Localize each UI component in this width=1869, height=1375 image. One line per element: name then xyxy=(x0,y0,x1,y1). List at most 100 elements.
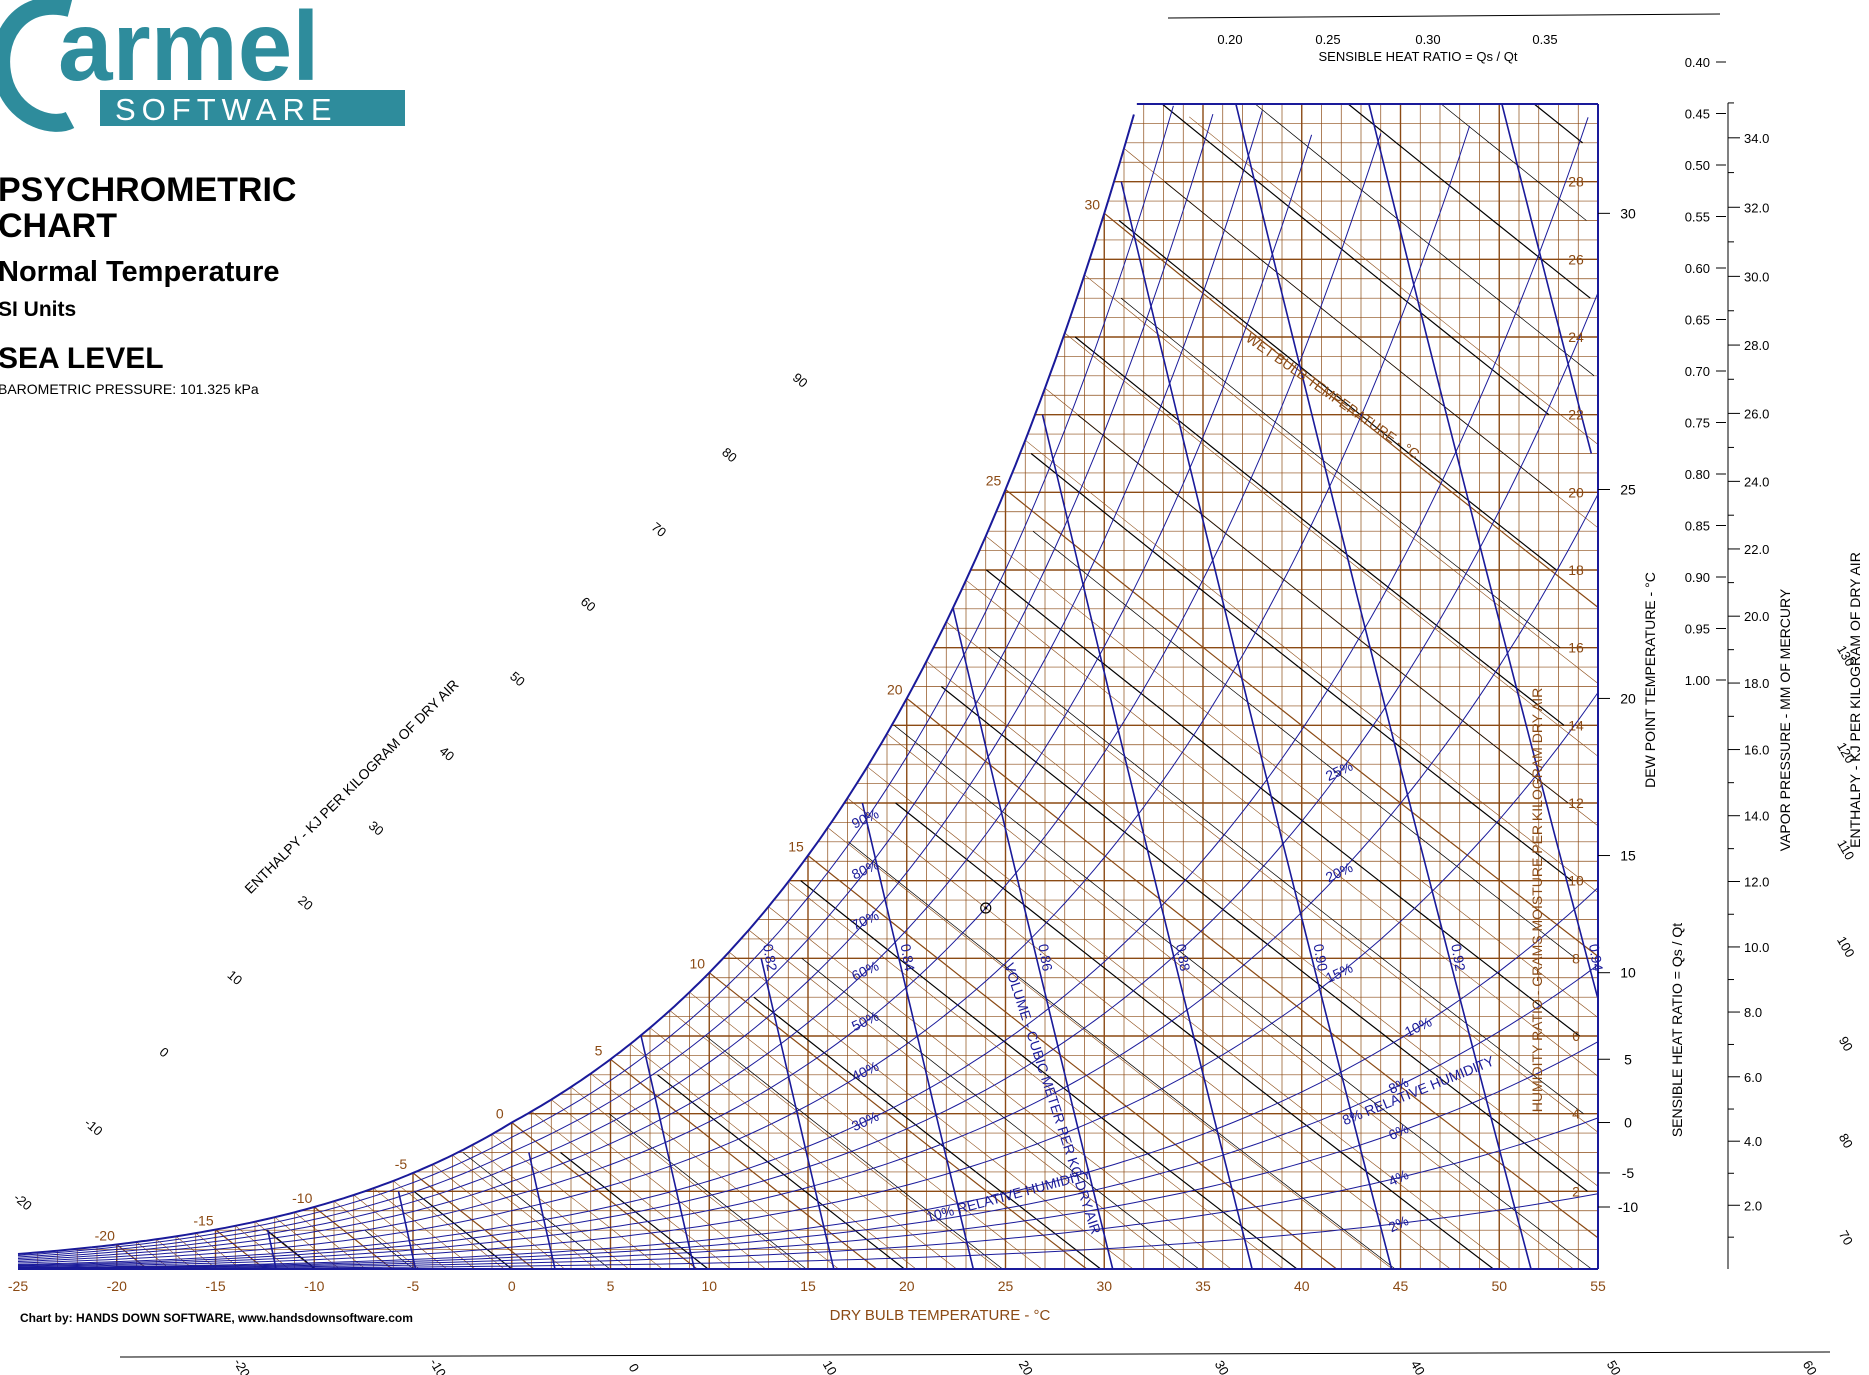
humidity-ratio-tick-label: 6 xyxy=(1572,1028,1580,1044)
wet-bulb-line xyxy=(985,535,1599,1018)
shr-tick-label: 0.50 xyxy=(1685,158,1710,173)
enthalpy-left-tick-label: 30 xyxy=(366,818,387,839)
enthalpy-left-tick-label: -20 xyxy=(11,1190,35,1214)
wet-bulb-label: -5 xyxy=(395,1156,408,1172)
chart-subtitle: Normal Temperature xyxy=(0,256,280,288)
relative-humidity-curve xyxy=(17,113,1214,1258)
enthalpy-line xyxy=(657,1074,905,1270)
enthalpy-line xyxy=(413,1190,513,1270)
reference-point-center xyxy=(984,906,988,910)
relative-humidity-label: 8% xyxy=(1386,1074,1411,1097)
wet-bulb-line xyxy=(768,906,1232,1270)
relative-humidity-label: 40% xyxy=(849,1058,881,1084)
enthalpy-right-tick-label: 70 xyxy=(1836,1228,1856,1248)
wet-bulb-line xyxy=(965,579,1599,1077)
chart-axes xyxy=(18,13,1831,1358)
humidity-ratio-tick-label: 24 xyxy=(1568,329,1584,345)
x-tick-label: 45 xyxy=(1393,1278,1409,1294)
dew-point-tick-label: -10 xyxy=(1618,1199,1638,1215)
relative-humidity-curve xyxy=(18,1117,1599,1269)
wet-bulb-line xyxy=(847,797,1451,1270)
wet-bulb-line xyxy=(1005,489,1599,957)
x-tick-label: 15 xyxy=(800,1278,816,1294)
wet-bulb-line xyxy=(1025,439,1599,893)
enthalpy-left-tick-label: 50 xyxy=(507,668,528,689)
vapor-pressure-tick-label: 18.0 xyxy=(1744,676,1769,691)
x-tick-label: 55 xyxy=(1590,1278,1606,1294)
specific-volume-line xyxy=(760,958,835,1270)
enthalpy-line xyxy=(800,880,1298,1270)
dew-point-tick-label: -5 xyxy=(1622,1165,1635,1181)
wet-bulb-line xyxy=(551,1099,766,1270)
shr-top-axis-label: SENSIBLE HEAT RATIO = Qs / Qt xyxy=(1318,49,1517,64)
wet-bulb-label: -15 xyxy=(193,1213,213,1229)
enthalpy-bottom-tick-label: 10 xyxy=(820,1358,840,1375)
wet-bulb-label: -10 xyxy=(292,1190,312,1206)
chart-title: PSYCHROMETRIC CHART xyxy=(0,172,296,244)
enthalpy-right-axis-label: ENTHALPY - KJ PER KILOGRAM OF DRY AIR xyxy=(1847,552,1863,848)
vapor-pressure-tick-label: 14.0 xyxy=(1744,809,1769,824)
enthalpy-bottom-tick-label: -10 xyxy=(427,1356,449,1375)
saturation-curve-line xyxy=(17,114,1135,1255)
x-tick-label: -15 xyxy=(205,1278,225,1294)
shr-top-tick-label: 0.25 xyxy=(1315,32,1340,47)
specific-volume-label: 0.94 xyxy=(1586,943,1607,973)
humidity-ratio-tick-label: 4 xyxy=(1572,1106,1580,1122)
specific-volume-label: 0.82 xyxy=(760,943,781,973)
wet-bulb-label: 15 xyxy=(788,839,804,855)
enthalpy-line xyxy=(1440,103,1587,221)
relative-humidity-curve xyxy=(17,133,1382,1262)
specific-volume-label: 0.92 xyxy=(1448,943,1469,973)
vapor-pressure-tick-label: 6.0 xyxy=(1744,1070,1762,1085)
vapor-pressure-tick-label: 24.0 xyxy=(1744,474,1769,489)
relative-humidity-curve xyxy=(17,110,1263,1259)
altitude-label: SEA LEVEL xyxy=(0,342,164,375)
shr-axis-label: SENSIBLE HEAT RATIO = Qs / Qt xyxy=(1669,923,1685,1137)
pressure-label: BAROMETRIC PRESSURE: 101.325 kPa xyxy=(0,381,259,397)
enthalpy-line xyxy=(1032,530,1576,959)
wet-bulb-label: 10 xyxy=(689,956,705,972)
shr-top-tick-label: 0.35 xyxy=(1532,32,1557,47)
wet-bulb-label: 0 xyxy=(496,1106,504,1122)
wet-bulb-line xyxy=(590,1073,839,1270)
specific-volume-label: 0.88 xyxy=(1173,943,1194,973)
wet-bulb-line xyxy=(452,1154,597,1270)
reference-point xyxy=(980,902,992,914)
enthalpy-left-tick-label: 0 xyxy=(157,1044,172,1060)
vapor-pressure-axis-label: VAPOR PRESSURE - MM OF MERCURY xyxy=(1777,588,1793,851)
chart-title-line1: PSYCHROMETRIC xyxy=(0,171,297,209)
enthalpy-right-tick-label: 90 xyxy=(1836,1034,1856,1054)
enthalpy-left-tick-label: 90 xyxy=(790,370,811,391)
humidity-ratio-tick-label: 18 xyxy=(1568,562,1584,578)
enthalpy-line xyxy=(986,569,1580,1037)
relative-humidity-label: 30% xyxy=(849,1108,881,1134)
dew-point-tick-label: 20 xyxy=(1620,690,1636,706)
shr-tick-label: 0.80 xyxy=(1685,467,1710,482)
wet-bulb-line xyxy=(906,697,1599,1239)
wet-bulb-axis-label: WET BULB TEMPERATURE - °C xyxy=(1243,330,1422,462)
wet-bulb-line xyxy=(610,1058,878,1270)
vapor-pressure-tick-label: 2.0 xyxy=(1744,1198,1762,1213)
specific-volume-line xyxy=(1501,103,1593,454)
logo-subtitle: SOFTWARE xyxy=(115,92,338,127)
shr-tick-label: 0.60 xyxy=(1685,261,1710,276)
wet-bulb-line xyxy=(1084,274,1599,684)
relative-humidity-label: 50% xyxy=(849,1008,881,1034)
relative-humidity-curve xyxy=(17,964,1599,1269)
x-tick-label: -20 xyxy=(107,1278,127,1294)
relative-humidity-curve xyxy=(17,134,1313,1261)
relative-humidity-label: 90% xyxy=(849,805,881,831)
humidity-ratio-tick-label: 22 xyxy=(1568,407,1584,423)
wet-bulb-label: 30 xyxy=(1084,196,1100,212)
enthalpy-bottom-tick-label: 40 xyxy=(1408,1358,1428,1375)
wet-bulb-line xyxy=(393,1180,505,1270)
enthalpy-line xyxy=(1030,453,1573,882)
x-tick-label: 20 xyxy=(899,1278,915,1294)
saturation-curve xyxy=(17,114,1135,1255)
enthalpy-line xyxy=(893,725,1592,1270)
vapor-pressure-tick-label: 12.0 xyxy=(1744,874,1769,889)
enthalpy-line xyxy=(1161,103,1550,416)
relative-humidity-curve xyxy=(17,292,1599,1266)
specific-volume-line xyxy=(952,608,1114,1270)
wet-bulb-line xyxy=(1103,212,1599,608)
